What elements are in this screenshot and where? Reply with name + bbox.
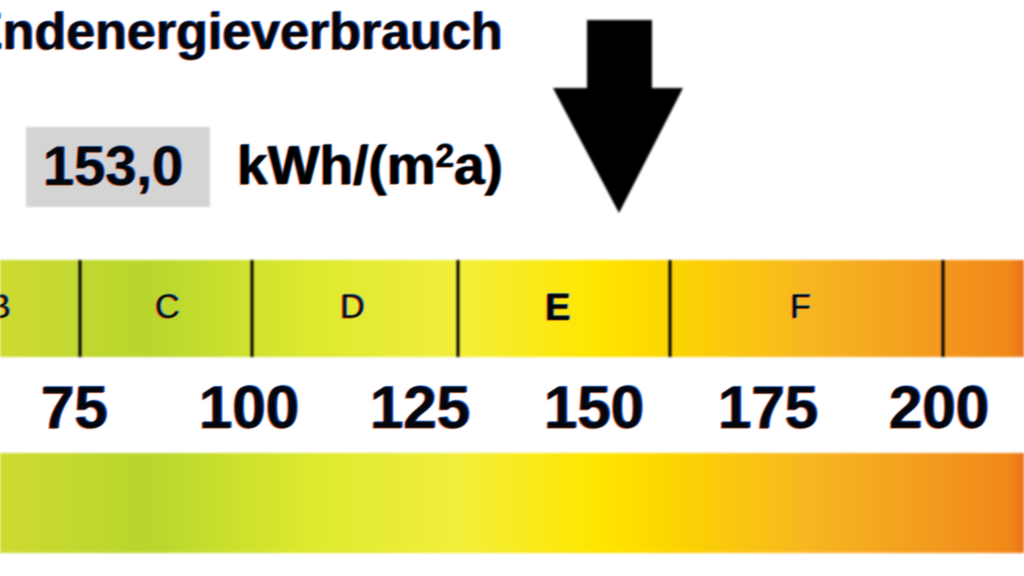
svg-text:B: B: [1, 287, 12, 325]
svg-text:E: E: [546, 286, 571, 328]
svg-text:C: C: [156, 287, 181, 325]
svg-text:D: D: [341, 287, 366, 325]
svg-text:F: F: [791, 287, 812, 325]
